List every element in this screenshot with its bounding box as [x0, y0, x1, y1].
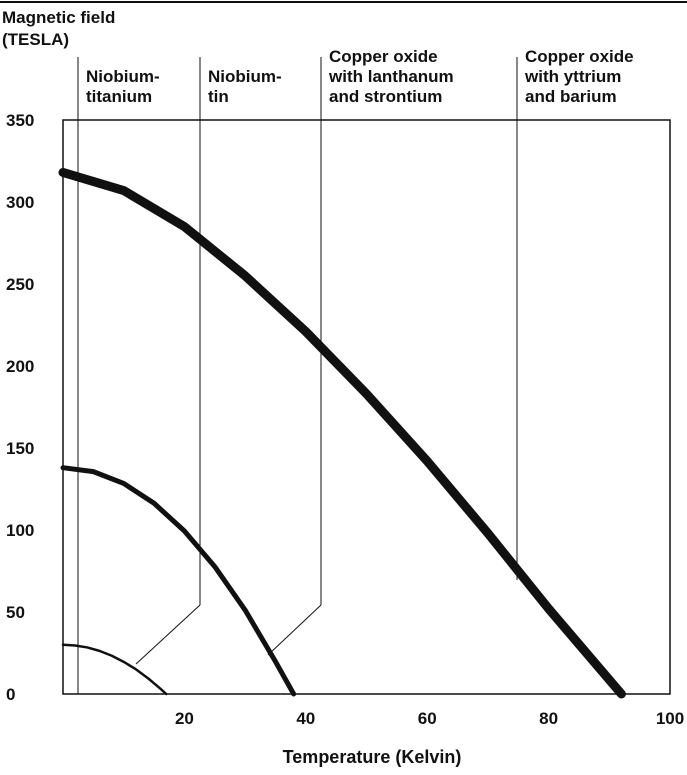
legend-label: tin [208, 87, 229, 106]
series-line [61, 643, 168, 696]
series-line [58, 167, 626, 699]
series-curves [58, 167, 626, 699]
x-tick-label: 100 [656, 709, 684, 728]
x-tick-label: 20 [175, 709, 194, 728]
leader-line [267, 604, 322, 656]
y-axis-label-line-1: Magnetic field [2, 8, 115, 27]
column-dividers [77, 57, 518, 694]
x-tick-label: 80 [539, 709, 558, 728]
y-tick-label: 200 [6, 357, 34, 376]
legend-label: Copper oxide [329, 47, 438, 66]
legend-label: Copper oxide [525, 47, 634, 66]
plot-frame [62, 119, 671, 695]
legend-label: Niobium- [86, 67, 160, 86]
y-tick-label: 250 [6, 275, 34, 294]
x-tick-label: 60 [418, 709, 437, 728]
legend-label: titanium [86, 87, 152, 106]
legend-label: with lanthanum [328, 67, 454, 86]
x-tick-labels: 20 40 60 80 100 [175, 709, 684, 728]
y-axis-label-line-2: (TESLA) [2, 30, 69, 49]
y-tick-label: 150 [6, 439, 34, 458]
leader-line [135, 604, 201, 665]
x-axis-label: Temperature (Kelvin) [283, 747, 462, 767]
y-tick-label: 350 [6, 111, 34, 130]
y-tick-labels: 0 50 100 150 200 250 300 350 [6, 111, 34, 704]
legend-label: and barium [525, 87, 617, 106]
legend-label: with yttrium [524, 67, 621, 86]
y-tick-label: 300 [6, 193, 34, 212]
y-tick-label: 100 [6, 521, 34, 540]
legend-label: and strontium [329, 87, 442, 106]
series-line [60, 465, 297, 697]
x-tick-label: 40 [296, 709, 315, 728]
y-tick-label: 0 [6, 685, 15, 704]
legend-label: Niobium- [208, 67, 282, 86]
y-tick-label: 50 [6, 603, 25, 622]
